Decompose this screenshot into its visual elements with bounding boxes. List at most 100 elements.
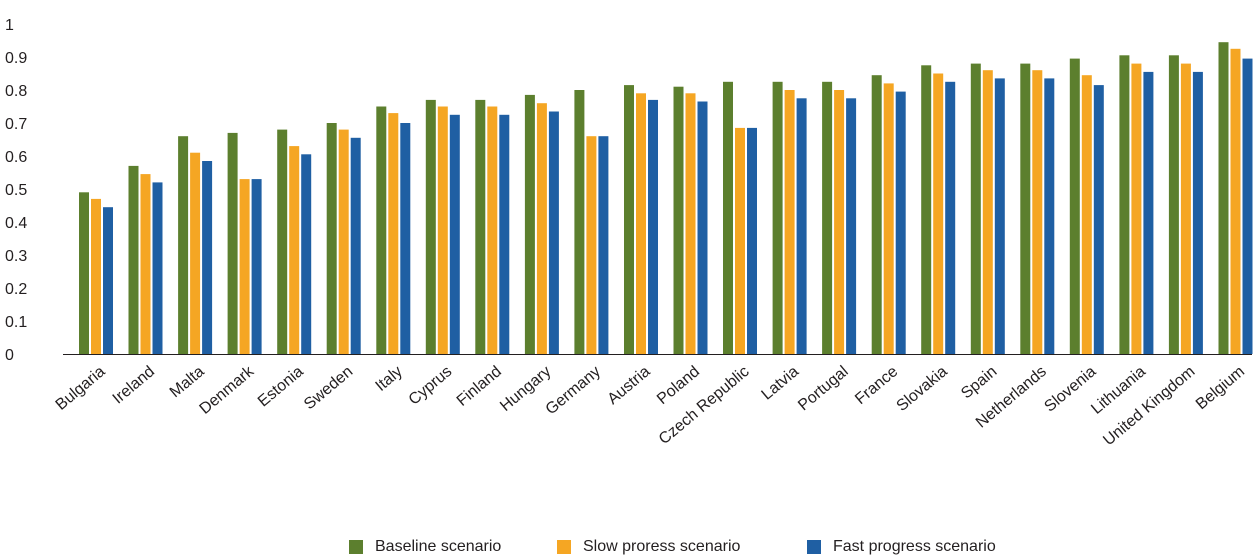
bar-slow xyxy=(685,93,696,355)
bar-baseline xyxy=(326,123,337,354)
bar-baseline xyxy=(79,192,89,354)
bar-fast xyxy=(499,114,510,355)
bar-slow xyxy=(487,106,498,354)
bar-fast xyxy=(152,182,163,354)
bar-baseline xyxy=(128,165,139,354)
x-tick-label: Belgium xyxy=(1193,363,1248,413)
bar-slow xyxy=(91,198,101,354)
bar-baseline xyxy=(1119,55,1130,355)
bar-fast xyxy=(1093,85,1104,354)
legend-label-slow: Slow proress scenario xyxy=(583,538,741,555)
bar-chart: 0 0.1 0.2 0.3 0.4 0.5 0.6 0.7 0.8 0.9 1 Bulgaria Ir… xyxy=(5,17,1253,449)
y-tick-label: 0.6 xyxy=(5,149,27,166)
legend-swatch-slow xyxy=(557,540,571,554)
bar-fast xyxy=(1044,78,1055,355)
bar-slow xyxy=(437,106,448,354)
bar-slow xyxy=(388,113,399,354)
bar-slow xyxy=(784,90,795,354)
bar-baseline xyxy=(822,81,833,355)
x-tick-label: Malta xyxy=(167,363,208,401)
legend-item-slow: Slow proress scenario xyxy=(557,538,740,556)
bar-fast xyxy=(895,91,906,354)
y-tick-label: 0 xyxy=(5,347,14,364)
x-tick-label: Czech Republic xyxy=(656,363,753,448)
bar-baseline xyxy=(376,106,387,354)
bar-fast xyxy=(251,179,262,354)
bar-baseline xyxy=(574,90,585,354)
bar-fast xyxy=(994,78,1005,355)
bar-slow xyxy=(834,90,845,354)
x-tick-label: Estonia xyxy=(255,363,307,410)
legend-label-fast: Fast progress scenario xyxy=(833,538,996,555)
bar-baseline xyxy=(524,94,535,355)
bar-fast xyxy=(648,99,658,355)
bar-slow xyxy=(190,152,201,354)
x-tick-label: Germany xyxy=(543,363,604,418)
x-tick-label: Latvia xyxy=(759,363,803,404)
bar-slow xyxy=(636,93,646,355)
bar-baseline xyxy=(723,81,733,355)
legend-item-fast: Fast progress scenario xyxy=(807,538,996,556)
bar-fast xyxy=(202,161,213,354)
y-tick-label: 0.2 xyxy=(5,281,27,298)
bar-fast xyxy=(1192,71,1203,355)
bar-slow xyxy=(933,73,944,354)
x-tick-label: United Kingdom xyxy=(1100,363,1198,449)
bar-fast xyxy=(747,127,757,355)
bar-slow xyxy=(1180,63,1191,354)
y-axis-ticks: 0 0.1 0.2 0.3 0.4 0.5 0.6 0.7 0.8 0.9 1 xyxy=(5,17,27,364)
x-tick-label: Sweden xyxy=(301,363,356,413)
x-tick-label: Spain xyxy=(958,363,1000,402)
bar-baseline xyxy=(1218,42,1229,354)
bar-fast xyxy=(846,98,857,355)
y-tick-label: 1 xyxy=(5,17,14,34)
bar-baseline xyxy=(425,99,436,355)
bar-baseline xyxy=(1168,55,1179,355)
legend: Baseline scenario Slow proress scenario … xyxy=(0,538,1256,558)
bar-slow xyxy=(586,136,597,354)
legend-swatch-fast xyxy=(807,540,821,554)
legend-swatch-baseline xyxy=(349,540,363,554)
bar-slow xyxy=(1131,63,1142,354)
bar-baseline xyxy=(1020,63,1031,354)
y-tick-label: 0.1 xyxy=(5,314,27,331)
bar-baseline xyxy=(1069,58,1080,354)
y-tick-label: 0.7 xyxy=(5,116,27,133)
bar-baseline xyxy=(227,132,238,354)
y-tick-label: 0.9 xyxy=(5,50,27,67)
bar-slow xyxy=(1032,70,1043,354)
bar-slow xyxy=(289,146,300,354)
bar-fast xyxy=(1143,71,1154,355)
bar-fast xyxy=(103,207,113,354)
y-tick-label: 0.3 xyxy=(5,248,27,265)
bar-fast xyxy=(1242,58,1253,354)
bar-fast xyxy=(449,114,460,355)
bar-baseline xyxy=(871,75,882,354)
x-tick-label: Portugal xyxy=(795,363,852,414)
bar-slow xyxy=(338,129,349,354)
y-tick-label: 0.5 xyxy=(5,182,27,199)
x-tick-label: Italy xyxy=(372,363,405,395)
bar-slow xyxy=(1081,75,1092,354)
legend-item-baseline: Baseline scenario xyxy=(349,538,501,556)
bar-slow xyxy=(735,127,745,355)
x-tick-label: Cyprus xyxy=(406,363,456,409)
bar-baseline xyxy=(921,65,932,355)
bar-baseline xyxy=(475,99,486,355)
x-tick-label: Ireland xyxy=(110,363,158,407)
bar-fast xyxy=(400,123,411,354)
bar-fast xyxy=(598,136,609,354)
bar-fast xyxy=(350,137,361,354)
bar-slow xyxy=(1230,48,1241,355)
x-tick-label: Denmark xyxy=(197,362,258,417)
x-tick-label: Slovakia xyxy=(894,363,951,415)
bar-slow xyxy=(140,174,151,354)
bar-slow xyxy=(982,70,993,354)
legend-label-baseline: Baseline scenario xyxy=(375,538,502,555)
y-tick-label: 0.8 xyxy=(5,83,27,100)
bar-baseline xyxy=(178,136,189,354)
bar-slow xyxy=(536,103,547,354)
bar-baseline xyxy=(772,81,783,355)
y-tick-label: 0.4 xyxy=(5,215,27,232)
x-axis-labels: Bulgaria Ireland MaltaDenmarkEstoniaSweden… xyxy=(53,362,1248,449)
